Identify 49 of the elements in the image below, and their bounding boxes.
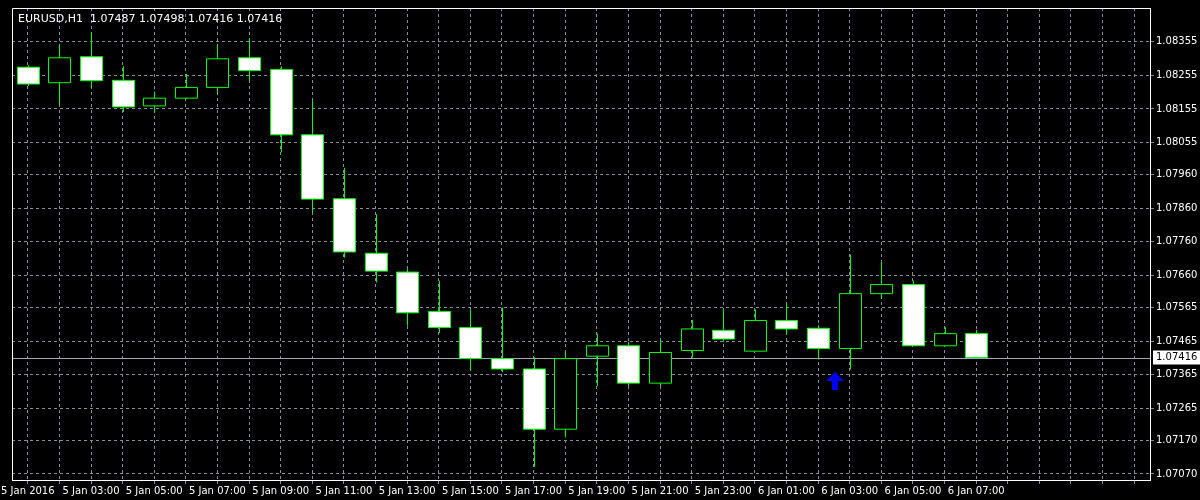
y-tick-label: 1.07365	[1156, 368, 1198, 380]
y-tick-label: 1.07565	[1156, 301, 1198, 313]
chart-title: EURUSD,H1 1.07487 1.07498 1.07416 1.07416	[18, 12, 283, 26]
x-tick-label: 5 Jan 17:00	[505, 484, 563, 496]
x-tick-label: 5 Jan 13:00	[378, 484, 436, 496]
candlestick	[586, 333, 609, 387]
y-tick-label: 1.07265	[1156, 401, 1198, 413]
x-tick-label: 5 Jan 2016	[1, 484, 55, 496]
candlestick	[80, 31, 103, 89]
candlestick	[744, 308, 767, 352]
x-tick-label: 6 Jan 07:00	[947, 484, 1005, 496]
y-tick-label: 1.07170	[1156, 433, 1198, 445]
candlestick	[554, 350, 577, 438]
x-tick-label: 5 Jan 19:00	[568, 484, 626, 496]
candlestick	[807, 324, 830, 360]
y-tick-label: 1.07660	[1156, 269, 1198, 281]
candlestick	[206, 44, 229, 95]
x-tick-label: 6 Jan 05:00	[884, 484, 942, 496]
ref-line-label: 1.07416	[1156, 351, 1198, 363]
x-tick-label: 5 Jan 11:00	[315, 484, 373, 496]
candlestick	[270, 65, 293, 153]
y-tick-label: 1.07465	[1156, 334, 1198, 346]
candlestick	[48, 44, 71, 106]
candlestick	[112, 65, 135, 113]
y-tick-label: 1.07860	[1156, 201, 1198, 213]
x-tick-label: 6 Jan 01:00	[758, 484, 815, 496]
y-tick-label: 1.07070	[1156, 467, 1198, 479]
x-tick-label: 6 Jan 03:00	[821, 484, 879, 496]
candlestick	[523, 356, 546, 468]
y-tick-label: 1.08255	[1156, 68, 1198, 80]
y-tick-label: 1.08355	[1156, 35, 1198, 47]
y-tick-label: 1.08055	[1156, 136, 1198, 148]
candlestick	[681, 319, 704, 359]
candlestick	[333, 167, 356, 259]
candlestick	[459, 309, 482, 372]
y-tick-label: 1.07960	[1156, 168, 1198, 180]
x-tick-label: 5 Jan 23:00	[694, 484, 752, 496]
x-tick-label: 5 Jan 03:00	[62, 484, 120, 496]
y-tick-label: 1.07760	[1156, 235, 1198, 247]
candlestick	[301, 100, 324, 214]
x-tick-label: 5 Jan 05:00	[125, 484, 183, 496]
candlestick	[396, 268, 419, 327]
x-tick-label: 5 Jan 21:00	[631, 484, 689, 496]
x-tick-label: 5 Jan 07:00	[189, 484, 246, 496]
candlestick	[839, 254, 862, 370]
y-tick-label: 1.08155	[1156, 102, 1198, 114]
x-tick-label: 5 Jan 09:00	[252, 484, 310, 496]
candlestick	[238, 37, 261, 82]
x-tick-label: 5 Jan 15:00	[441, 484, 499, 496]
